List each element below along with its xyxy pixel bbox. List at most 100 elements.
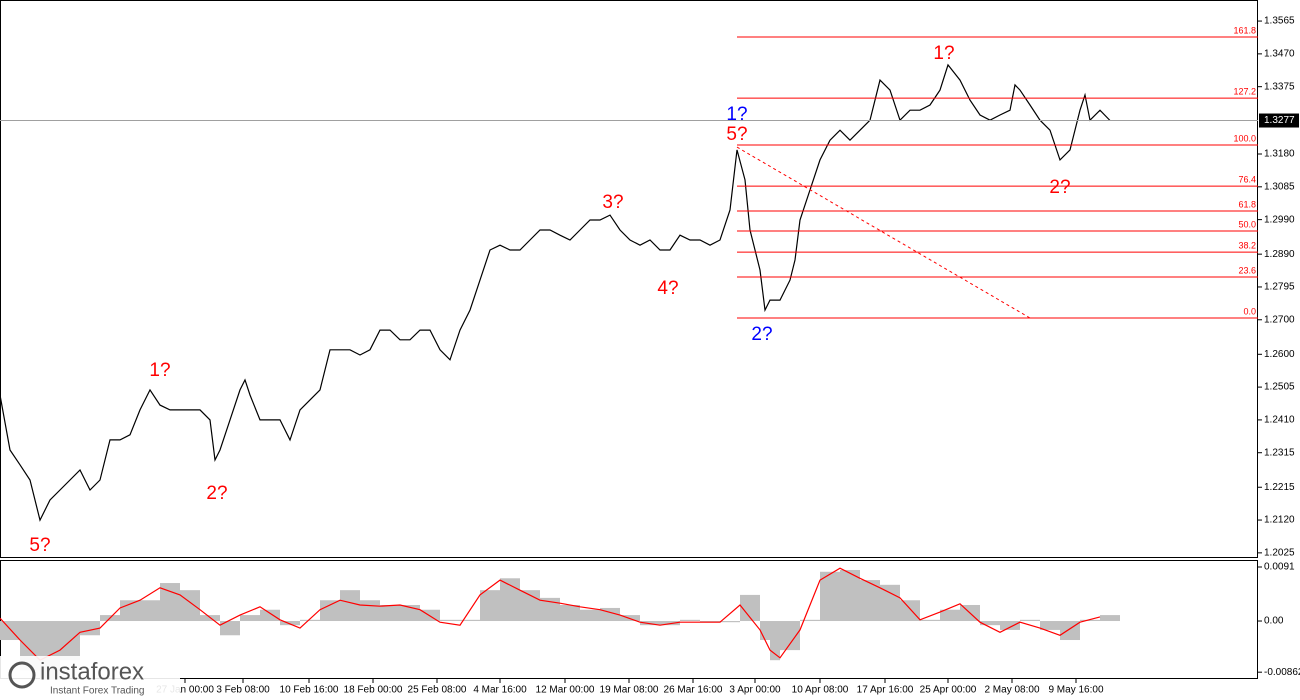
wave-label: 5? (29, 535, 50, 556)
price-panel-frame (0, 0, 1258, 558)
fib-label: 38.2 (1238, 240, 1256, 250)
histogram-bar (800, 619, 820, 622)
watermark: instaforex Instant Forex Trading (0, 656, 180, 698)
y-tick-label: 1.2215 (1264, 482, 1295, 493)
last-price-label: 1.3277 (1264, 115, 1295, 126)
histogram-bar (1020, 619, 1040, 622)
y-tick-label: 1.3565 (1264, 16, 1295, 27)
histogram-bar (440, 619, 460, 622)
fib-label: 76.4 (1238, 175, 1256, 185)
x-tick-label: 18 Feb 00:00 (344, 685, 403, 696)
watermark-brand: instaforex (40, 658, 144, 685)
histogram-bar (900, 600, 920, 622)
wave-label: 1? (933, 43, 954, 64)
histogram-bar (580, 609, 600, 622)
histogram-bar (880, 584, 900, 622)
histogram-bar (220, 621, 240, 636)
histogram-bar (740, 594, 760, 622)
price-line (0, 63, 1111, 522)
histogram-bar (380, 604, 400, 622)
x-tick-label: 2 May 08:00 (984, 685, 1039, 696)
y-tick-label: 1.3085 (1264, 181, 1295, 192)
signal-line (0, 567, 1101, 661)
y-tick-label: 0.00 (1264, 616, 1284, 627)
histogram-bar (780, 621, 800, 651)
histogram-bar (460, 619, 480, 622)
histogram-bar (720, 621, 740, 623)
histogram-bar (820, 571, 840, 622)
wave-label: 1? (149, 360, 170, 381)
wave-label: 5? (726, 124, 747, 145)
histogram-bar (280, 621, 300, 626)
y-tick-label: 1.3375 (1264, 81, 1295, 92)
wave-label: 2? (1049, 177, 1070, 198)
histogram-bar (940, 609, 960, 622)
histogram-bar (1100, 615, 1120, 622)
histogram-bar (260, 609, 280, 622)
histogram-bar (300, 619, 320, 622)
watermark-logo (8, 661, 36, 689)
histogram-bar (240, 615, 260, 622)
histogram-bar (1040, 621, 1060, 630)
histogram-bar (340, 590, 360, 622)
fib-label: 0.0 (1243, 306, 1256, 316)
y-tick-label: 1.2315 (1264, 447, 1295, 458)
histogram-bar (680, 619, 700, 622)
histogram-bar (770, 621, 780, 661)
x-tick-label: 12 Mar 00:00 (536, 685, 595, 696)
histogram-bar (120, 600, 140, 622)
x-tick-label: 10 Apr 08:00 (792, 685, 849, 696)
y-tick-label: 1.2505 (1264, 382, 1295, 393)
fib-label: 100.0 (1233, 133, 1256, 143)
x-tick-label: 19 Mar 08:00 (600, 685, 659, 696)
histogram-bar (140, 600, 160, 622)
histogram-bar (320, 600, 340, 622)
y-tick-label: 1.2410 (1264, 415, 1295, 426)
y-tick-label: 1.2600 (1264, 349, 1295, 360)
fib-label: 23.6 (1238, 265, 1256, 275)
y-tick-label: 1.2890 (1264, 249, 1295, 260)
x-tick-label: 26 Mar 16:00 (664, 685, 723, 696)
y-tick-label: 1.2700 (1264, 314, 1295, 325)
wave-label: 3? (602, 192, 623, 213)
fib-label: 50.0 (1238, 219, 1256, 229)
x-tick-label: 3 Feb 08:00 (216, 685, 270, 696)
histogram-bar (360, 600, 380, 622)
fib-label: 61.8 (1238, 199, 1256, 209)
histogram-bar (560, 604, 580, 622)
y-tick-label: 1.2795 (1264, 282, 1295, 293)
histogram-bar (180, 590, 200, 622)
wave-label: 2? (751, 324, 772, 345)
x-tick-label: 27 Jan 00:00 (156, 685, 214, 696)
x-tick-label: 9 May 16:00 (1048, 685, 1103, 696)
histogram-bar (480, 590, 500, 622)
trend-line (736, 146, 1031, 319)
x-tick-label: 4 Mar 16:00 (473, 685, 527, 696)
x-tick-label: 17 Apr 16:00 (857, 685, 914, 696)
y-tick-label: 1.2120 (1264, 515, 1295, 526)
histogram-bar (840, 569, 860, 622)
x-tick-label: 10 Feb 16:00 (280, 685, 339, 696)
wave-label: 1? (726, 104, 747, 125)
fib-label: 127.2 (1233, 86, 1256, 96)
watermark-tagline: Instant Forex Trading (50, 686, 145, 697)
histogram-bar (920, 619, 940, 622)
wave-label: 2? (206, 483, 227, 504)
histogram-bar (500, 578, 520, 622)
histogram-bar (860, 580, 880, 622)
y-tick-label: 1.3470 (1264, 49, 1295, 60)
histogram-bar (980, 621, 1000, 626)
watermark-box (0, 656, 180, 698)
x-tick-label: 25 Feb 08:00 (408, 685, 467, 696)
histogram-bar (540, 597, 560, 622)
fib-label: 161.8 (1233, 25, 1256, 35)
x-tick-label: 3 Apr 00:00 (729, 685, 781, 696)
last-price-box (1259, 113, 1299, 128)
y-tick-label: -0.00862 (1264, 667, 1300, 678)
y-tick-label: 1.2025 (1264, 547, 1295, 558)
histogram-bar (760, 621, 770, 641)
wave-label: 4? (657, 278, 678, 299)
y-tick-label: 0.0091 (1264, 562, 1295, 573)
